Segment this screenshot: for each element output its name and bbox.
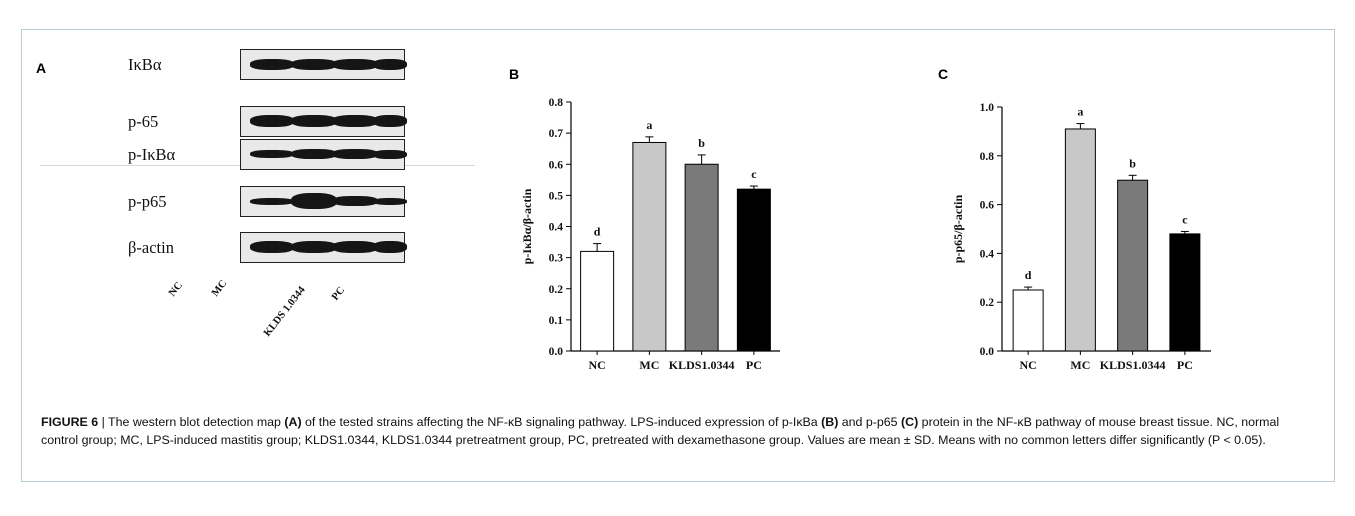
y-axis-label: p-p65/β-actin	[951, 195, 965, 264]
blot-band	[332, 58, 378, 70]
blot-row-label: p-65	[128, 112, 159, 131]
y-tick-label: 0.8	[549, 97, 564, 109]
blot-band	[373, 115, 407, 127]
y-tick-label: 0.0	[980, 346, 995, 358]
blot-strip	[240, 139, 407, 170]
y-tick-label: 0.8	[980, 151, 995, 163]
blot-band	[332, 196, 378, 206]
blot-band	[291, 149, 337, 159]
bar	[1064, 128, 1096, 352]
significance-letter: c	[751, 167, 757, 181]
blot-band	[250, 150, 294, 158]
bar	[736, 188, 771, 352]
y-tick-label: 0.6	[549, 159, 564, 171]
y-tick-label: 0.2	[549, 284, 564, 296]
panel-b-letter: B	[509, 66, 520, 82]
y-tick-label: 1.0	[980, 102, 995, 114]
figure-caption: FIGURE 6 | The western blot detection ma…	[41, 413, 1316, 449]
blot-band	[332, 241, 378, 253]
category-label: MC	[1070, 358, 1090, 372]
bar	[580, 250, 615, 352]
caption-separator: |	[98, 415, 109, 429]
blot-band	[332, 115, 378, 127]
caption-text: (A)	[284, 415, 302, 429]
significance-letter: b	[1129, 156, 1136, 170]
blot-strip	[240, 106, 407, 137]
y-tick-label: 0.2	[980, 297, 995, 309]
caption-text: and p-p65	[838, 415, 902, 429]
blot-band	[291, 115, 337, 127]
blot-band	[291, 58, 337, 70]
caption-text: of the tested strains affecting the NF-κ…	[301, 415, 822, 429]
y-tick-label: 0.4	[549, 222, 564, 234]
y-tick-label: 0.6	[980, 200, 995, 212]
caption-label: FIGURE 6	[41, 415, 99, 429]
blot-band	[250, 115, 294, 127]
blot-band	[373, 149, 407, 159]
category-label: KLDS1.0344	[1100, 358, 1166, 372]
y-tick-label: 0.1	[549, 315, 564, 327]
blot-band	[291, 241, 337, 253]
category-label: PC	[746, 358, 762, 372]
blot-strip	[240, 232, 407, 263]
category-label: NC	[1019, 358, 1036, 372]
bar	[1169, 233, 1201, 352]
significance-letter: a	[1077, 105, 1083, 119]
bar	[1117, 179, 1149, 352]
category-label: KLDS1.0344	[669, 358, 735, 372]
y-tick-label: 0.3	[549, 253, 564, 265]
blot-strip	[240, 49, 407, 80]
y-tick-label: 0.5	[549, 190, 564, 202]
category-label: NC	[588, 358, 605, 372]
y-axis-label: p-IκBα/β-actin	[520, 188, 534, 264]
blot-row-label: p-p65	[128, 192, 167, 211]
significance-letter: a	[646, 118, 652, 132]
y-tick-label: 0.0	[549, 346, 564, 358]
blot-band	[373, 58, 407, 70]
significance-letter: d	[594, 225, 601, 239]
y-tick-label: 0.4	[980, 248, 995, 260]
panel-a-letter: A	[36, 60, 47, 76]
blot-band	[250, 197, 294, 205]
blot-band	[291, 193, 337, 209]
significance-letter: b	[698, 136, 705, 150]
chart-b: 0.0 0.1 0.2 0.3 0.4 0.5 0.6 0.7 0.8 p-IκBα/β-acti…	[520, 97, 780, 372]
blot-band	[250, 241, 294, 253]
category-label: PC	[1177, 358, 1193, 372]
significance-letter: c	[1182, 212, 1188, 226]
panel-c-letter: C	[938, 66, 949, 82]
bar	[1012, 289, 1044, 352]
caption-text: (C)	[901, 415, 919, 429]
blot-band	[332, 149, 378, 159]
blot-row-label: IκBα	[128, 55, 162, 74]
caption-text: (B)	[821, 415, 839, 429]
blot-strip	[240, 186, 407, 217]
blot-band	[373, 197, 407, 205]
figure-frame	[21, 29, 1335, 482]
category-label: MC	[639, 358, 659, 372]
blot-row-label: β-actin	[128, 238, 174, 257]
caption-text: The western blot detection map	[108, 415, 285, 429]
caption-text: protein in the NF-κB pathway of mouse br…	[41, 415, 1280, 447]
chart-c: 0.0 0.2 0.4 0.6 0.8 1.0 p-p65/β-actin d NC a MC b KL…	[951, 102, 1211, 372]
bar	[684, 163, 719, 352]
blot-band	[250, 58, 294, 70]
blot-row-label: p-IκBα	[128, 145, 176, 164]
significance-letter: d	[1025, 268, 1032, 282]
y-tick-label: 0.7	[549, 128, 564, 140]
bar	[632, 141, 667, 352]
blot-band	[373, 241, 407, 253]
